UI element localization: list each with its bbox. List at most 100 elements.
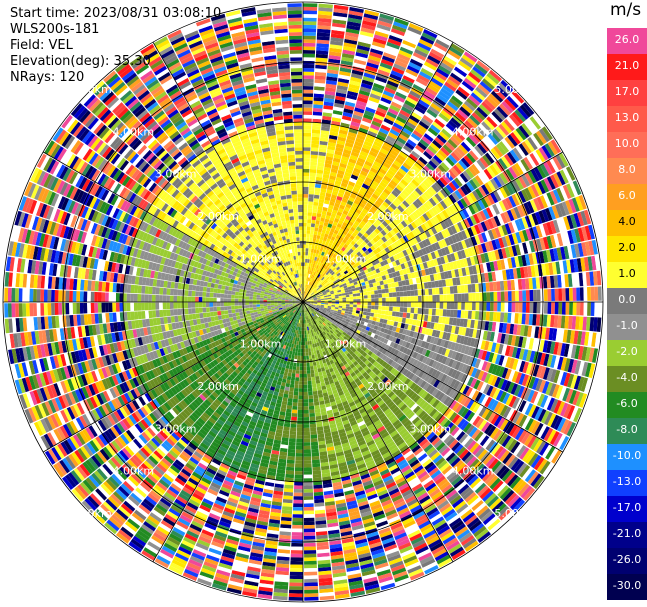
velocity-bin	[305, 258, 308, 263]
velocity-bin	[338, 133, 347, 139]
velocity-bin	[304, 287, 306, 292]
velocity-bin	[303, 503, 314, 508]
velocity-bin	[305, 297, 309, 300]
velocity-bin	[348, 258, 354, 264]
velocity-bin	[478, 123, 490, 135]
velocity-bin	[395, 311, 400, 317]
velocity-bin	[349, 235, 355, 241]
velocity-bin	[303, 492, 314, 497]
velocity-bin	[324, 233, 329, 238]
velocity-bin	[389, 149, 399, 157]
velocity-bin	[493, 302, 498, 312]
velocity-bin	[383, 52, 397, 60]
velocity-bin	[321, 210, 327, 215]
velocity-bin	[372, 37, 387, 45]
velocity-bin	[485, 311, 490, 321]
velocity-bin	[326, 211, 332, 217]
velocity-bin	[467, 310, 472, 319]
velocity-bin	[504, 98, 517, 111]
velocity-bin	[394, 207, 402, 215]
velocity-bin	[443, 55, 457, 66]
velocity-bin	[376, 107, 388, 115]
velocity-bin	[390, 28, 406, 37]
velocity-bin	[362, 20, 377, 27]
velocity-bin	[319, 262, 323, 267]
velocity-bin	[430, 172, 439, 181]
velocity-bin	[464, 120, 476, 131]
velocity-bin	[373, 190, 381, 197]
velocity-bin	[310, 282, 313, 286]
velocity-bin	[374, 302, 379, 306]
velocity-bin	[306, 292, 310, 297]
velocity-bin	[380, 284, 385, 290]
velocity-bin	[428, 186, 437, 195]
velocity-bin	[308, 294, 312, 298]
velocity-bin	[407, 195, 415, 203]
velocity-bin	[416, 123, 428, 133]
velocity-bin	[343, 194, 350, 200]
velocity-bin	[443, 159, 453, 169]
velocity-bin	[317, 254, 321, 259]
velocity-bin	[318, 3, 333, 9]
velocity-bin	[453, 285, 458, 294]
velocity-bin	[360, 235, 367, 241]
velocity-bin	[312, 275, 315, 279]
velocity-bin	[423, 150, 433, 160]
velocity-bin	[322, 225, 328, 230]
velocity-bin	[347, 263, 353, 268]
velocity-bin	[401, 43, 415, 52]
velocity-bin	[383, 175, 392, 183]
velocity-bin	[349, 154, 358, 161]
velocity-bin	[353, 110, 364, 117]
velocity-bin	[439, 309, 444, 317]
velocity-bin	[326, 258, 331, 263]
velocity-bin	[303, 71, 315, 76]
velocity-bin	[374, 305, 379, 310]
velocity-bin	[349, 6, 364, 13]
velocity-bin	[335, 147, 344, 153]
velocity-bin	[561, 302, 566, 315]
velocity-bin	[331, 267, 336, 272]
velocity-bin	[447, 169, 457, 179]
velocity-bin	[392, 292, 397, 297]
velocity-bin	[393, 21, 408, 30]
velocity-bin	[315, 379, 321, 384]
velocity-bin	[364, 214, 371, 221]
velocity-bin	[450, 43, 465, 54]
velocity-bin	[318, 7, 333, 12]
velocity-bin	[452, 164, 462, 175]
velocity-bin	[308, 395, 314, 399]
velocity-bin	[332, 110, 343, 116]
velocity-bin	[428, 302, 433, 309]
velocity-bin	[309, 179, 316, 184]
velocity-bin	[474, 109, 486, 121]
velocity-bin	[594, 302, 599, 317]
velocity-bin	[360, 170, 368, 177]
velocity-bin	[407, 93, 420, 102]
velocity-bin	[304, 550, 317, 554]
velocity-bin	[454, 66, 468, 78]
velocity-bin	[377, 313, 382, 319]
velocity-bin	[339, 125, 349, 132]
velocity-bin	[364, 238, 370, 244]
velocity-bin	[319, 137, 329, 142]
velocity-bin	[409, 58, 423, 68]
velocity-bin	[442, 309, 447, 317]
velocity-bin	[420, 67, 434, 77]
velocity-bin	[322, 115, 332, 121]
velocity-bin	[594, 286, 599, 301]
velocity-bin	[303, 82, 314, 87]
velocity-bin	[359, 86, 372, 93]
velocity-bin	[303, 154, 311, 159]
velocity-bin	[312, 463, 321, 468]
velocity-bin	[399, 307, 404, 313]
velocity-bin	[378, 306, 383, 310]
velocity-bin	[426, 188, 434, 198]
velocity-bin	[426, 108, 438, 118]
velocity-bin	[378, 167, 387, 175]
velocity-bin	[344, 38, 358, 45]
velocity-bin	[388, 287, 393, 293]
velocity-bin	[346, 24, 361, 31]
velocity-bin	[414, 126, 425, 136]
velocity-bin	[316, 361, 320, 366]
